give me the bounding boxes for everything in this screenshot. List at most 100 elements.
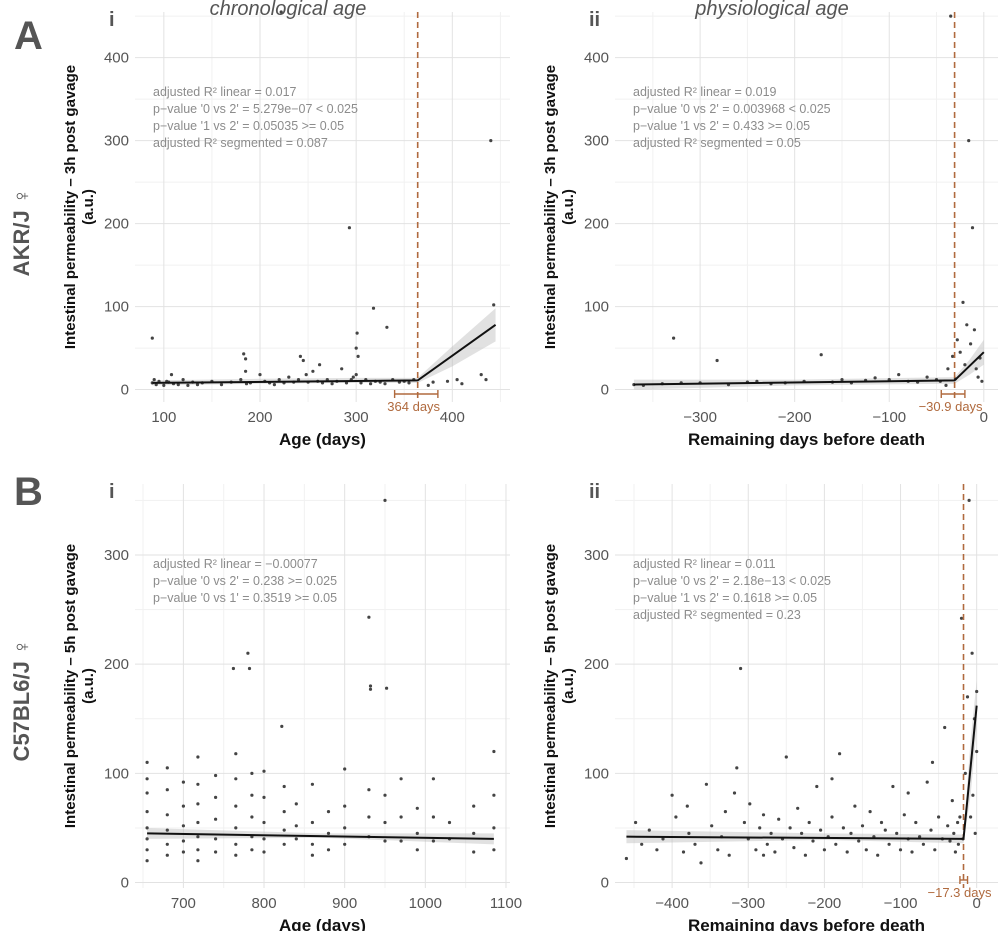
data-point <box>310 782 314 786</box>
data-point <box>214 837 218 841</box>
data-point <box>231 666 235 671</box>
y-tick-label: 200 <box>104 656 129 673</box>
data-point <box>311 369 315 373</box>
stat-line: p−value '1 vs 2' = 0.1618 >= 0.05 <box>633 591 817 605</box>
x-tick-label: 800 <box>252 895 277 912</box>
data-point <box>699 861 703 865</box>
data-point <box>239 378 243 382</box>
data-point <box>975 689 979 694</box>
data-point <box>492 303 496 307</box>
data-point <box>196 820 200 825</box>
y-axis-label: Intestinal permeability – 5h post gavage… <box>62 544 97 828</box>
data-point <box>723 810 728 814</box>
data-point <box>784 755 788 759</box>
y-tick-label: 300 <box>104 547 129 564</box>
data-point <box>933 848 937 852</box>
data-point <box>655 848 659 852</box>
data-point <box>704 782 709 786</box>
chart-b-i: 700 800 900 1000 1100 0 100 200 300 adjusted R² l… <box>62 481 522 931</box>
stat-line: adjusted R² linear = 0.017 <box>153 85 297 99</box>
data-point <box>963 363 967 367</box>
data-point <box>383 839 387 843</box>
data-point <box>472 850 476 854</box>
fit-line <box>147 832 494 840</box>
data-point <box>965 695 970 699</box>
y-tick-label: 0 <box>601 875 609 892</box>
x-tick-label: 0 <box>980 409 988 426</box>
stat-line: adjusted R² segmented = 0.087 <box>153 136 328 150</box>
x-tick-label: −200 <box>807 895 841 912</box>
data-point <box>773 850 777 854</box>
data-point <box>165 788 169 792</box>
data-point <box>952 831 956 836</box>
y-axis-label-line2: (a.u.) <box>80 668 97 704</box>
y-axis-label: Intestinal permeability – 3h post gavage… <box>542 65 577 349</box>
breakpoint-label: 364 days <box>387 399 440 414</box>
stat-line: adjusted R² linear = 0.011 <box>633 557 776 571</box>
x-tick-label: 900 <box>332 895 357 912</box>
data-point <box>234 777 238 781</box>
data-point <box>145 826 149 830</box>
x-tick-label: −300 <box>731 895 765 912</box>
data-point <box>383 793 387 797</box>
data-point <box>670 793 674 797</box>
data-point <box>672 336 676 340</box>
data-point <box>359 381 363 385</box>
data-point <box>196 802 200 806</box>
data-point <box>262 769 266 773</box>
panel-label-a: A <box>14 14 43 58</box>
data-point <box>272 383 276 387</box>
data-point <box>145 848 149 852</box>
x-axis-label: Age (days) <box>279 430 366 449</box>
x-tick-label: −100 <box>884 895 918 912</box>
data-point <box>868 810 872 814</box>
data-point <box>834 842 838 846</box>
data-point <box>354 373 358 377</box>
data-point <box>244 357 248 361</box>
data-point <box>484 378 488 382</box>
data-point <box>949 14 953 18</box>
data-point <box>969 342 973 346</box>
y-tick-label: 300 <box>584 133 609 150</box>
data-point <box>958 815 962 819</box>
data-point <box>343 842 347 846</box>
data-point <box>472 804 476 808</box>
data-point <box>967 139 971 143</box>
strain-label-akr: AKR/J ♀ <box>9 187 34 277</box>
y-tick-label: 0 <box>121 875 129 892</box>
data-point <box>891 784 895 789</box>
data-point <box>385 686 389 690</box>
data-point <box>841 826 846 830</box>
data-point <box>897 373 901 377</box>
data-point <box>800 831 804 836</box>
data-point <box>967 498 971 502</box>
data-point <box>282 784 286 789</box>
data-point <box>219 383 224 387</box>
data-point <box>368 684 373 688</box>
data-point <box>963 771 967 776</box>
data-point <box>946 824 950 828</box>
data-point <box>214 850 218 854</box>
data-point <box>282 842 286 846</box>
data-point <box>777 817 781 821</box>
data-point <box>186 383 190 387</box>
data-point <box>234 752 238 756</box>
data-point <box>727 853 731 857</box>
data-point <box>354 346 358 350</box>
stat-line: adjusted R² segmented = 0.05 <box>633 136 801 150</box>
data-point <box>969 815 973 819</box>
confidence-band <box>626 680 977 844</box>
data-point <box>196 782 200 786</box>
data-point <box>383 820 387 825</box>
data-point <box>624 856 629 861</box>
stat-line: adjusted R² linear = 0.019 <box>633 85 777 99</box>
data-point <box>152 378 156 382</box>
data-point <box>165 828 169 832</box>
data-point <box>961 300 965 304</box>
chart-a-ii: −300 −200 −100 0 0 100 200 300 400 −30.9 days adju… <box>542 9 998 449</box>
data-point <box>355 331 359 335</box>
data-point <box>280 724 284 729</box>
data-point <box>145 837 149 841</box>
subpanel-tag: i <box>109 9 115 31</box>
data-point <box>971 793 975 797</box>
